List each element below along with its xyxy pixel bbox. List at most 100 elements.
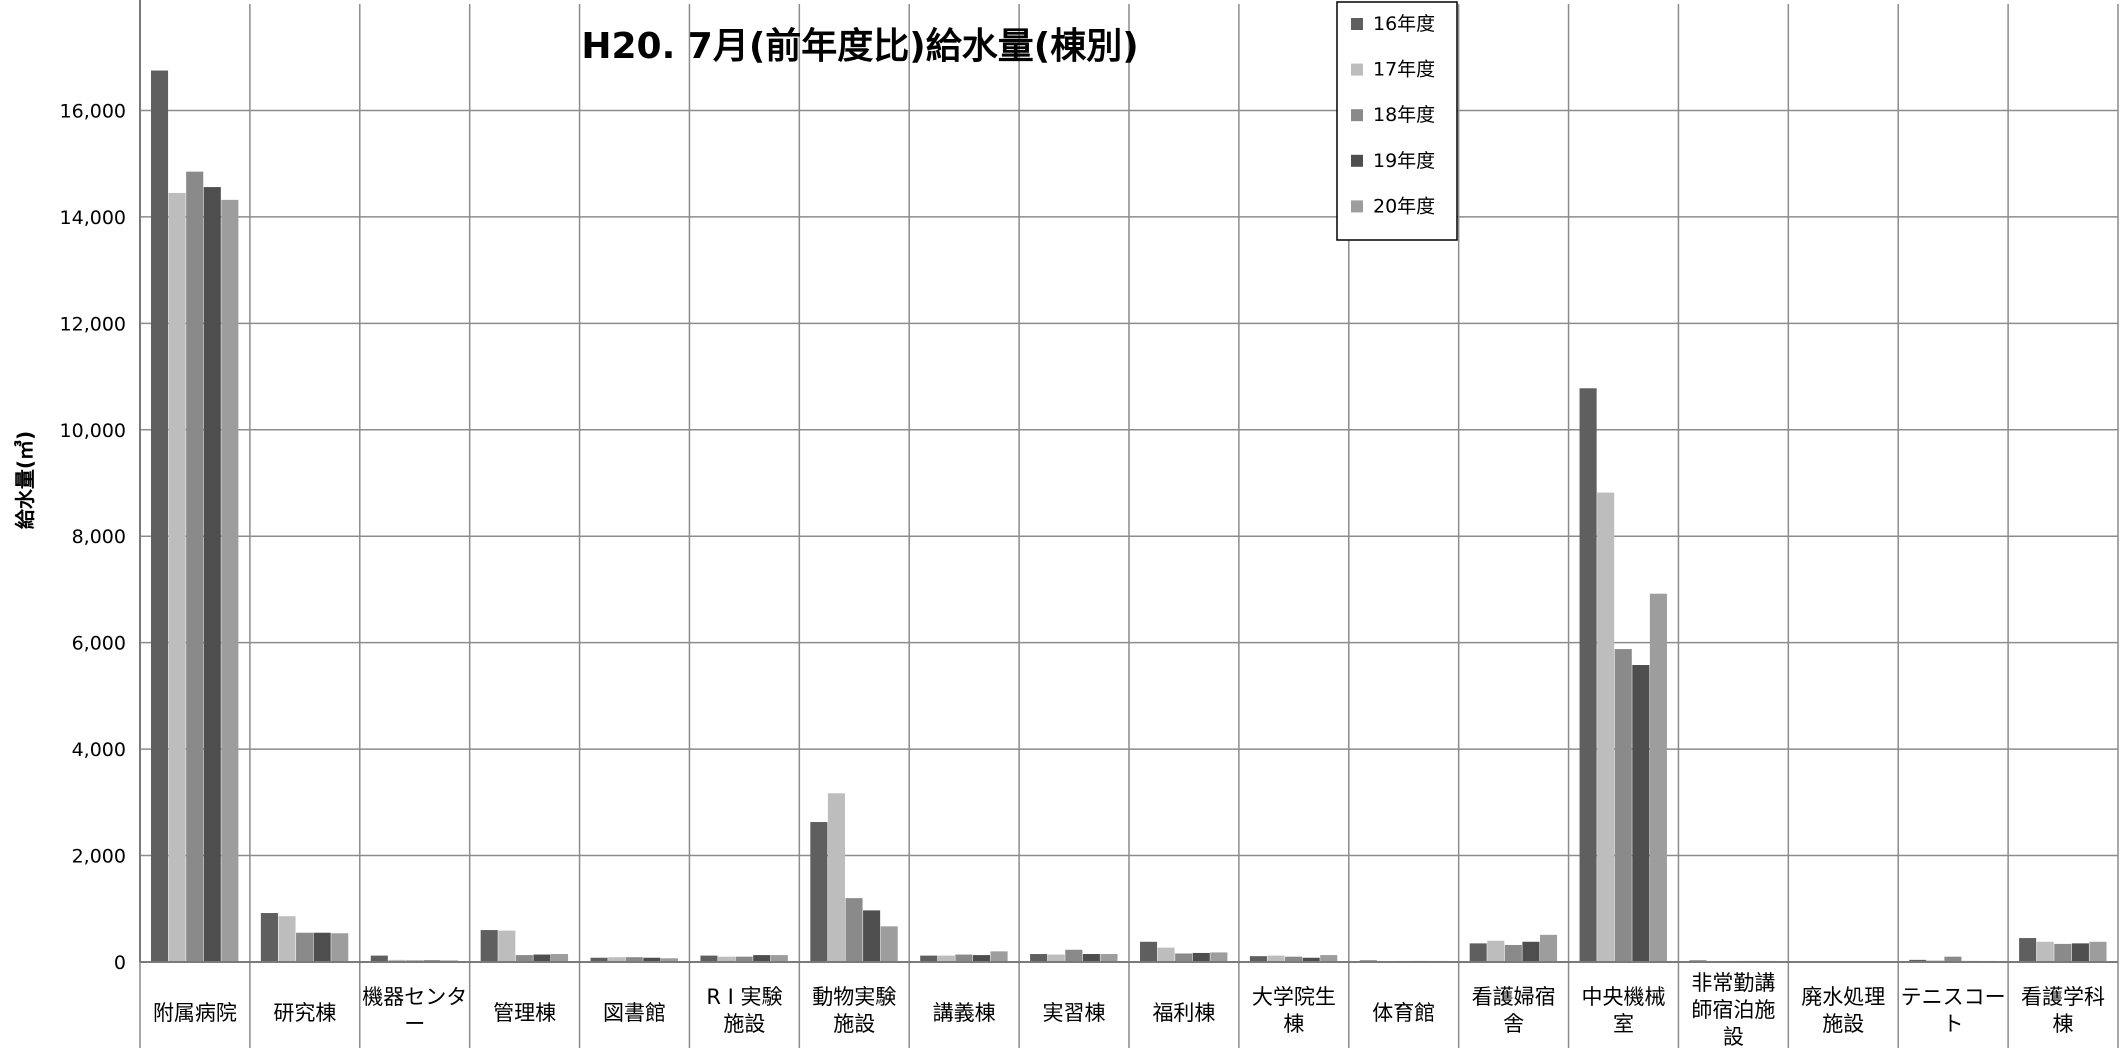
category-label: ー	[404, 1012, 425, 1036]
y-tick-label: 14,000	[60, 207, 126, 229]
bar	[590, 957, 608, 962]
bar	[515, 955, 533, 962]
bar	[2019, 938, 2037, 962]
bar	[1487, 940, 1505, 962]
y-tick-labels: 0 2,000 4,000 6,000 8,000 10,000 12,000 14,000 1…	[60, 100, 126, 974]
bar	[920, 955, 938, 962]
legend-swatch	[1351, 109, 1363, 122]
bar	[1210, 952, 1228, 962]
category-label: 機器センタ	[362, 985, 467, 1009]
bar	[203, 187, 221, 962]
legend-swatch	[1351, 18, 1363, 30]
category-label: 大学院生	[1252, 985, 1336, 1009]
legend-swatch	[1351, 63, 1363, 76]
bar	[1909, 959, 1927, 962]
bar	[643, 957, 661, 962]
bar	[1100, 954, 1118, 962]
bar	[2036, 941, 2054, 962]
bar	[880, 926, 898, 962]
bar	[480, 930, 498, 962]
bar	[150, 70, 169, 963]
bar	[972, 955, 991, 962]
legend-label: 19年度	[1373, 150, 1435, 172]
bar	[700, 955, 718, 962]
category-label: 施設	[1822, 1012, 1864, 1036]
bar	[827, 793, 845, 962]
category-label: 体育館	[1372, 1001, 1435, 1025]
bar	[770, 955, 788, 962]
bar	[498, 930, 516, 962]
bar	[533, 954, 551, 962]
bar	[810, 822, 828, 962]
legend-swatch	[1351, 200, 1363, 213]
y-tick-label: 16,000	[60, 100, 126, 122]
bar	[1539, 934, 1558, 962]
category-label: 施設	[833, 1012, 875, 1036]
legend-label: 16年度	[1373, 13, 1435, 35]
bar	[608, 957, 626, 962]
bar	[1302, 957, 1320, 962]
y-tick-label: 4,000	[72, 739, 126, 761]
bar	[1522, 941, 1540, 962]
bar	[845, 898, 863, 962]
bar	[1944, 956, 1962, 962]
y-axis-label: 給水量(㎥)	[13, 431, 37, 529]
bar	[1320, 955, 1338, 962]
bar	[625, 957, 643, 962]
bar	[1597, 492, 1615, 962]
bars	[150, 70, 2107, 963]
bar	[990, 951, 1008, 962]
category-label: 室	[1613, 1012, 1634, 1036]
bar	[753, 955, 771, 962]
bar	[1139, 941, 1158, 962]
bar	[370, 955, 388, 962]
category-label: 動物実験	[812, 985, 896, 1009]
category-label: 看護学科	[2021, 985, 2105, 1009]
bar	[388, 959, 406, 962]
bar	[296, 932, 314, 962]
bar	[313, 932, 331, 962]
y-tick-label: 2,000	[72, 846, 126, 868]
category-label: 実習棟	[1043, 1001, 1106, 1025]
bar	[1579, 388, 1597, 963]
bar	[168, 192, 186, 962]
bar	[1504, 944, 1522, 962]
bar	[221, 199, 239, 962]
y-tick-label: 0	[114, 952, 126, 974]
category-label: 舎	[1503, 1012, 1524, 1036]
bar	[2071, 943, 2089, 962]
bar	[1175, 953, 1193, 962]
category-label: 棟	[1283, 1012, 1304, 1036]
bar	[186, 171, 204, 962]
bar	[1469, 943, 1487, 962]
y-tick-label: 6,000	[72, 633, 126, 655]
y-tick-label: 12,000	[60, 313, 126, 335]
bar	[1249, 956, 1267, 962]
bar	[1192, 952, 1210, 962]
category-label: 図書館	[603, 1001, 666, 1025]
category-label: 看護婦宿	[1472, 985, 1556, 1009]
bar	[550, 954, 569, 962]
category-label: 設	[1723, 1025, 1744, 1048]
category-label: 師宿泊施	[1691, 998, 1775, 1022]
bar	[1614, 649, 1632, 962]
bar	[1649, 593, 1667, 962]
bar	[863, 910, 881, 962]
category-label: 管理棟	[493, 1001, 556, 1025]
bar	[331, 933, 349, 962]
bar	[1632, 665, 1650, 962]
bar	[1047, 954, 1065, 962]
category-label: 中央機械	[1582, 985, 1666, 1009]
bar	[260, 913, 278, 962]
category-label: 講義棟	[933, 1001, 996, 1025]
bar	[1157, 947, 1175, 962]
legend-label: 20年度	[1373, 195, 1435, 217]
bar	[955, 954, 973, 962]
y-tick-label: 8,000	[72, 526, 126, 548]
chart-title: H20. 7月(前年度比)給水量(棟別)	[581, 26, 1138, 67]
bar	[735, 956, 753, 962]
bar	[660, 958, 678, 962]
category-label: R I 実験	[706, 985, 782, 1009]
